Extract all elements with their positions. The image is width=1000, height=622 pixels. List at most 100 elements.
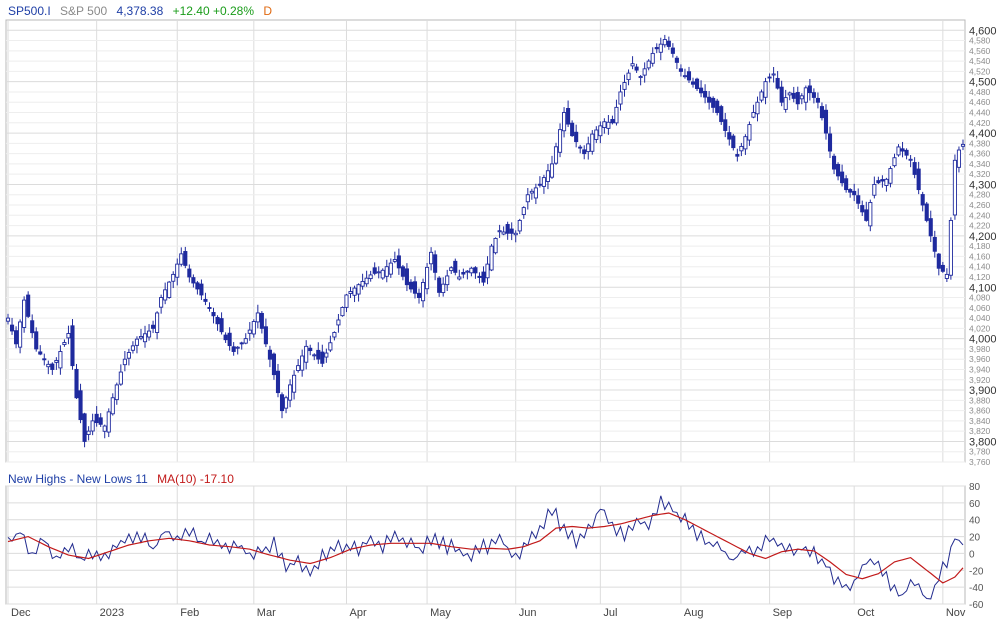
candle-up	[292, 374, 297, 393]
candle-down	[670, 47, 675, 54]
candle-up	[557, 129, 563, 153]
price-minor-tick-label: 4,060	[969, 303, 991, 313]
candle-up	[956, 149, 962, 168]
candle-down	[723, 119, 728, 131]
candle-down	[263, 326, 268, 345]
candle-down	[316, 349, 321, 360]
candle-up	[759, 91, 764, 101]
candle-down	[735, 154, 740, 157]
candle-down	[699, 87, 704, 94]
candle-up	[529, 190, 534, 194]
candle-up	[62, 342, 67, 346]
candle-down	[50, 363, 55, 370]
price-minor-tick-label: 4,380	[969, 138, 991, 148]
candle-up	[247, 329, 252, 334]
price-minor-tick-label: 4,080	[969, 293, 991, 303]
candle-down	[509, 228, 514, 234]
candle-down	[819, 106, 825, 119]
candle-up	[332, 332, 337, 338]
price-minor-tick-label: 3,820	[969, 426, 991, 436]
price-panel-frame	[5, 19, 966, 463]
candle-down	[183, 251, 188, 266]
price-minor-tick-label: 3,960	[969, 354, 991, 364]
candle-up	[562, 112, 567, 132]
price-minor-tick-label: 3,980	[969, 344, 991, 354]
candle-down	[437, 277, 442, 293]
candle-down	[74, 368, 79, 399]
x-axis-label: Jul	[603, 607, 617, 619]
price-major-tick-label: 3,900	[969, 385, 997, 397]
candle-down	[666, 40, 671, 47]
candle-up	[171, 273, 176, 282]
candle-down	[570, 122, 575, 137]
candle-down	[924, 203, 929, 221]
price-minor-tick-label: 4,140	[969, 262, 991, 272]
candle-up	[155, 312, 160, 333]
candle-down	[279, 394, 285, 412]
candle-down	[690, 81, 696, 85]
candle-down	[191, 277, 196, 284]
candle-up	[356, 284, 361, 295]
candle-down	[674, 57, 679, 63]
indicator-header: New Highs - New Lows 11 MA(10) -17.10	[8, 472, 240, 486]
candle-up	[328, 342, 333, 351]
candle-up	[46, 363, 51, 368]
candle-down	[767, 76, 772, 79]
candle-up	[348, 291, 353, 294]
candle-down	[453, 260, 458, 273]
candle-up	[944, 273, 949, 279]
price-minor-tick-label: 3,840	[969, 416, 991, 426]
candle-up	[360, 280, 365, 287]
x-axis-label: Nov	[946, 607, 966, 619]
candle-up	[288, 384, 293, 401]
candle-down	[207, 307, 212, 309]
candle-down	[372, 267, 377, 274]
candle-down	[686, 71, 692, 81]
x-axis-label: 2023	[100, 607, 124, 619]
candle-up	[54, 360, 59, 363]
candle-down	[707, 96, 712, 103]
candle-up	[952, 159, 957, 216]
candle-down	[320, 351, 325, 364]
candle-down	[231, 346, 236, 352]
price-minor-tick-label: 4,180	[969, 241, 991, 251]
candle-down	[634, 66, 639, 71]
price-minor-tick-label: 4,160	[969, 251, 991, 261]
ma-label[interactable]: MA(10) -17.10	[157, 472, 234, 486]
price-major-tick-label: 4,600	[969, 25, 997, 37]
candle-up	[18, 321, 23, 348]
candle-up	[449, 267, 454, 272]
candle-up	[618, 91, 623, 105]
candle-up	[110, 397, 115, 415]
candle-up	[586, 143, 591, 153]
candle-up	[884, 178, 889, 186]
candle-down	[400, 266, 405, 277]
x-axis-label: Sep	[773, 607, 793, 619]
candle-down	[308, 347, 313, 352]
candle-up	[682, 75, 688, 78]
candle-up	[420, 282, 426, 302]
candle-down	[461, 272, 466, 275]
candle-down	[715, 100, 720, 113]
price-minor-tick-label: 4,040	[969, 313, 991, 323]
candle-down	[78, 390, 83, 421]
candle-down	[404, 268, 409, 286]
price-minor-tick-label: 4,560	[969, 46, 991, 56]
instrument-name: S&P 500	[60, 4, 108, 18]
x-axis-label: Aug	[684, 607, 704, 619]
candle-up	[255, 312, 260, 323]
symbol-label[interactable]: SP500.I	[8, 4, 51, 18]
candle-down	[70, 325, 75, 367]
candle-down	[727, 132, 732, 140]
price-minor-tick-label: 4,320	[969, 169, 991, 179]
candle-down	[940, 264, 945, 272]
frequency-label[interactable]: D	[263, 4, 273, 18]
candle-down	[239, 342, 244, 345]
price-minor-tick-label: 3,940	[969, 364, 991, 374]
indicator-label[interactable]: New Highs - New Lows 11	[8, 472, 148, 486]
last-price: 4,378.38	[116, 4, 164, 18]
candle-up	[525, 194, 530, 203]
candle-up	[771, 73, 776, 76]
candle-up	[751, 112, 756, 118]
candle-up	[58, 351, 63, 369]
